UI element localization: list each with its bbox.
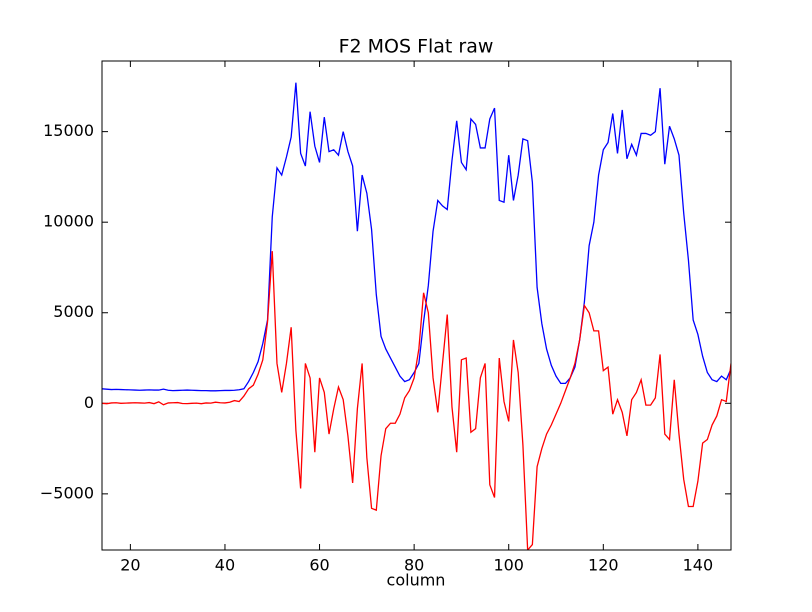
y-tick-label: −5000 — [40, 483, 94, 502]
data-line — [102, 251, 731, 550]
y-tick-label: 10000 — [43, 212, 94, 231]
x-tick-label: 140 — [683, 556, 714, 575]
data-line — [102, 82, 731, 392]
x-tick-label: 120 — [588, 556, 619, 575]
x-tick-label: 40 — [215, 556, 235, 575]
chart-title: F2 MOS Flat raw — [339, 36, 494, 58]
y-tick-label: 0 — [84, 393, 94, 412]
plot-frame — [101, 60, 732, 551]
x-tick-label: 100 — [493, 556, 524, 575]
y-tick-label: 5000 — [53, 302, 94, 321]
x-tick-label: 80 — [404, 556, 424, 575]
y-tick-label: 15000 — [43, 121, 94, 140]
x-axis-label: column — [387, 571, 446, 590]
x-tick-label: 60 — [309, 556, 329, 575]
x-tick-label: 20 — [120, 556, 140, 575]
